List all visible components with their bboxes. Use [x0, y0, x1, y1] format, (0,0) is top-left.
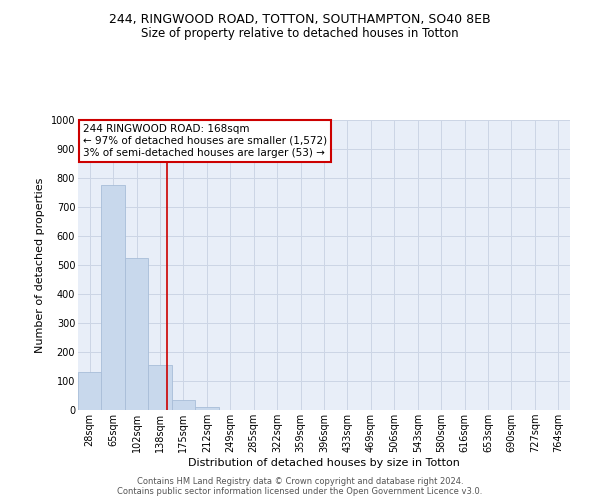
- Text: Size of property relative to detached houses in Totton: Size of property relative to detached ho…: [141, 28, 459, 40]
- Bar: [172, 400, 195, 410]
- Y-axis label: Number of detached properties: Number of detached properties: [35, 178, 45, 352]
- Text: 244, RINGWOOD ROAD, TOTTON, SOUTHAMPTON, SO40 8EB: 244, RINGWOOD ROAD, TOTTON, SOUTHAMPTON,…: [109, 12, 491, 26]
- Text: Contains public sector information licensed under the Open Government Licence v3: Contains public sector information licen…: [118, 487, 482, 496]
- Bar: [125, 258, 148, 410]
- Bar: [78, 372, 101, 410]
- Text: 244 RINGWOOD ROAD: 168sqm
← 97% of detached houses are smaller (1,572)
3% of sem: 244 RINGWOOD ROAD: 168sqm ← 97% of detac…: [83, 124, 327, 158]
- Text: Contains HM Land Registry data © Crown copyright and database right 2024.: Contains HM Land Registry data © Crown c…: [137, 477, 463, 486]
- Bar: [148, 365, 172, 410]
- Bar: [195, 406, 218, 410]
- X-axis label: Distribution of detached houses by size in Totton: Distribution of detached houses by size …: [188, 458, 460, 468]
- Bar: [101, 185, 125, 410]
